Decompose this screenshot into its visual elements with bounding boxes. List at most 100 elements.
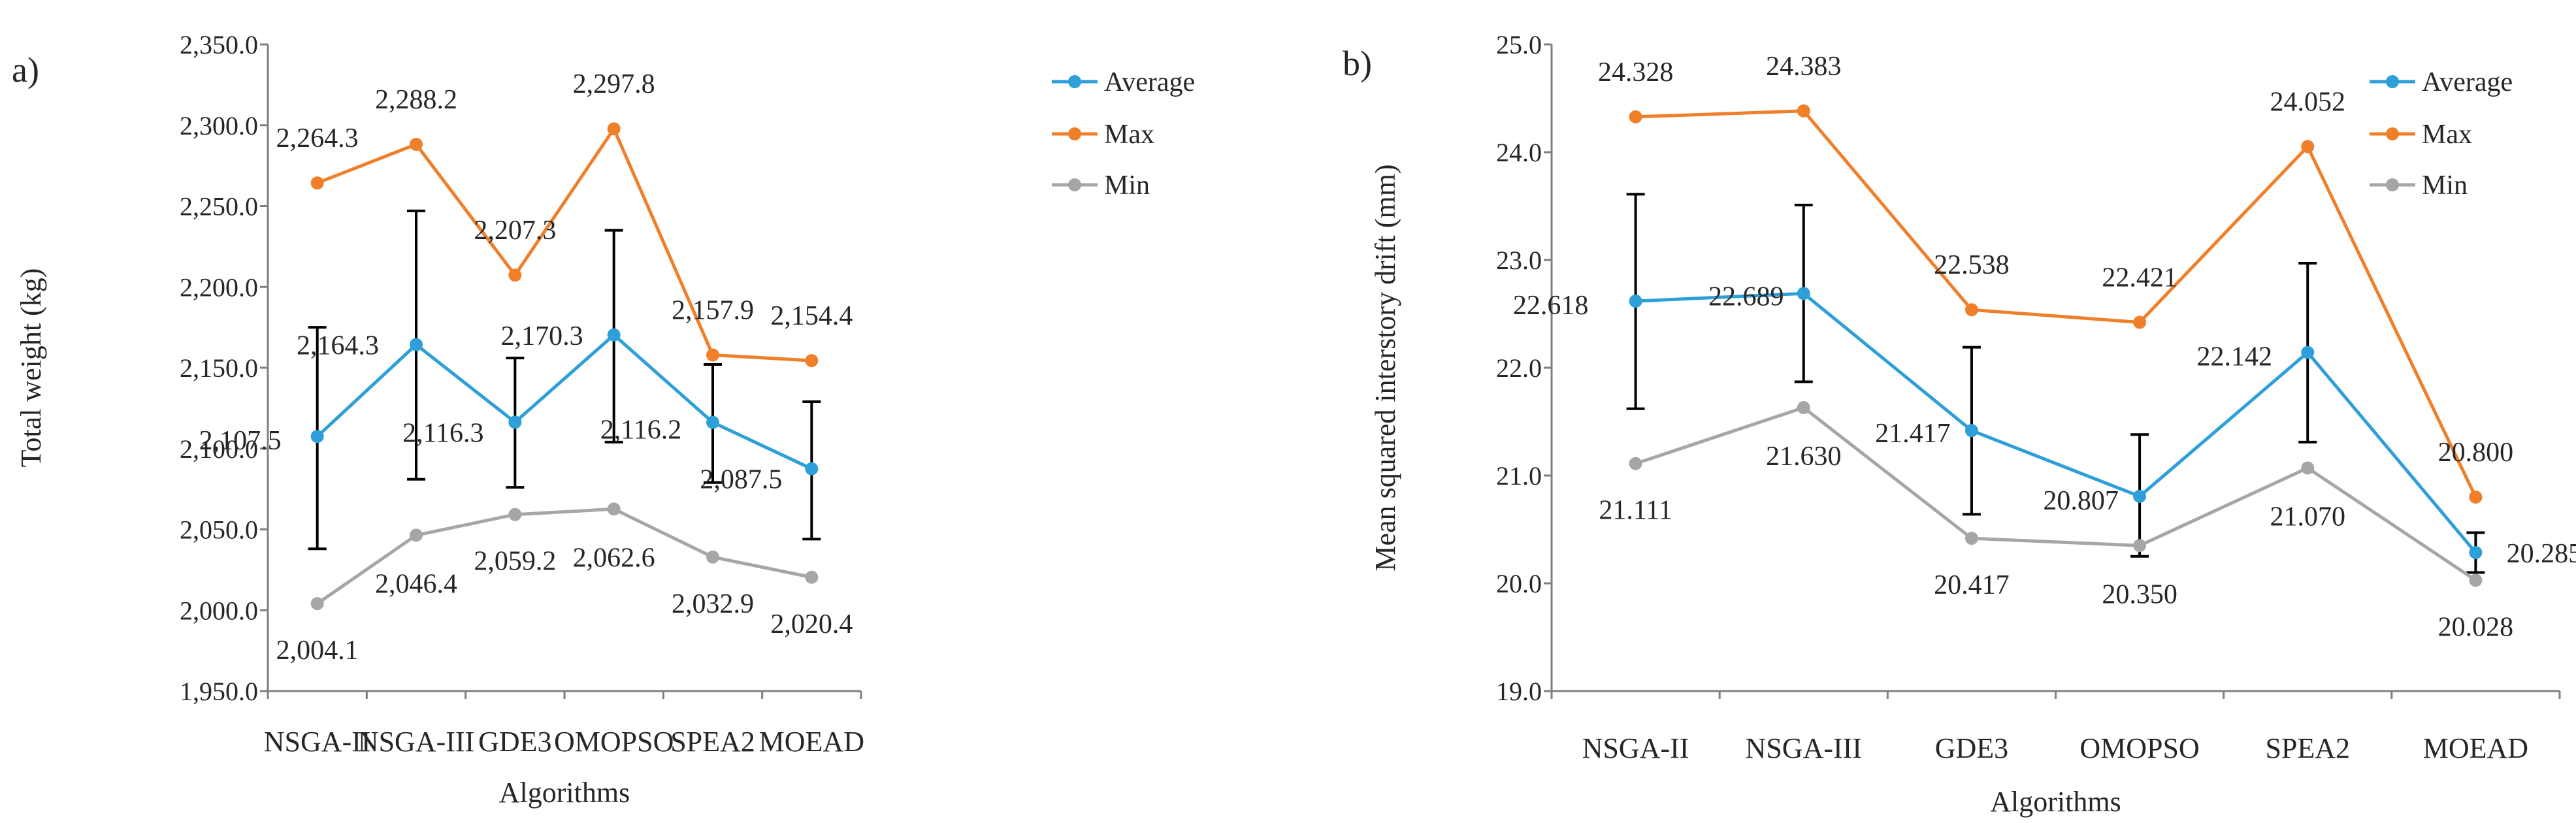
- legend-marker: [1068, 178, 1081, 191]
- data-label-max: 22.421: [2102, 263, 2177, 293]
- data-point-min: [607, 502, 621, 516]
- data-point-min: [1797, 401, 1810, 415]
- data-label-average: 2,107.5: [199, 426, 282, 456]
- x-tick-label: OMOPSO: [554, 726, 674, 758]
- data-point-min: [1965, 532, 1978, 545]
- y-tick-label: 21.0: [1496, 461, 1542, 491]
- data-point-min: [310, 597, 324, 611]
- x-tick-label: OMOPSO: [2079, 732, 2199, 764]
- x-tick-label: NSGA-II: [264, 726, 371, 758]
- data-point-min: [805, 570, 819, 584]
- data-point-min: [706, 550, 719, 564]
- series-line-max: [1635, 109, 2477, 498]
- y-tick-label: 19.0: [1496, 677, 1542, 706]
- data-point-max: [508, 268, 522, 282]
- data-label-max: 2,154.4: [770, 301, 853, 331]
- data-point-min: [410, 528, 423, 542]
- x-tick-label: MOEAD: [759, 726, 864, 758]
- data-point-max: [410, 137, 423, 151]
- legend-label: Average: [2422, 67, 2513, 97]
- data-point-min: [2469, 573, 2483, 587]
- data-label-min: 20.417: [1934, 570, 2010, 600]
- y-tick-label: 2,250.0: [180, 192, 258, 221]
- data-label-min: 2,046.4: [375, 569, 457, 599]
- y-tick-label: 2,150.0: [180, 353, 258, 383]
- legend-label: Max: [2422, 120, 2472, 150]
- panel-label: a): [12, 50, 39, 89]
- data-point-max: [1629, 110, 1642, 123]
- y-tick-label: 2,050.0: [180, 515, 258, 545]
- data-label-average: 20.285: [2507, 539, 2576, 569]
- data-point-average: [2301, 346, 2315, 359]
- data-point-max: [2469, 491, 2483, 504]
- series-line-average: [1635, 291, 2477, 554]
- y-tick-label: 20.0: [1496, 569, 1542, 598]
- chart-panel-b: 19.0 20.0 21.0 22.0 23.0 24.0 25.0 NSGA-II NSGA-…: [1343, 30, 2576, 818]
- legend: Average Max Min: [1052, 67, 1195, 201]
- data-point-min: [2133, 539, 2147, 553]
- data-label-min: 21.111: [1599, 496, 1672, 526]
- data-label-average: 2,087.5: [700, 465, 782, 495]
- y-tick-label: 1,950.0: [180, 677, 258, 706]
- data-label-average: 2,164.3: [297, 331, 379, 361]
- data-point-max: [2301, 140, 2315, 153]
- data-point-average: [607, 328, 621, 342]
- legend-marker: [2386, 127, 2399, 140]
- data-label-max: 24.052: [2270, 87, 2346, 117]
- data-label-min: 2,059.2: [474, 547, 556, 577]
- y-tick-label: 22.0: [1496, 353, 1542, 383]
- data-label-average: 22.142: [2197, 342, 2273, 372]
- data-label-average: 22.689: [1708, 282, 1784, 312]
- data-label-max: 2,207.3: [474, 216, 556, 246]
- series-line-average: [316, 332, 813, 470]
- legend-marker: [1068, 127, 1081, 140]
- chart-panel-a: 1,950.0 2,000.0 2,050.0 2,100.0 2,150.0 2,200…: [12, 30, 1195, 809]
- data-label-min: 2,062.6: [573, 543, 655, 573]
- data-label-max: 2,264.3: [276, 123, 359, 153]
- legend: Average Max Min: [2370, 67, 2513, 201]
- data-label-min: 2,004.1: [276, 636, 359, 666]
- legend-label: Min: [1104, 170, 1150, 201]
- y-tick-label: 23.0: [1496, 246, 1542, 275]
- data-label-average: 2,116.2: [600, 415, 681, 445]
- data-point-average: [1965, 424, 1978, 438]
- data-point-min: [508, 508, 522, 521]
- x-tick-label: MOEAD: [2423, 732, 2528, 764]
- data-point-max: [1965, 303, 1978, 317]
- data-label-max: 24.328: [1598, 57, 1674, 88]
- data-point-max: [310, 176, 324, 190]
- data-label-min: 21.630: [1766, 442, 1842, 472]
- data-point-average: [1797, 287, 1810, 300]
- x-tick-label: SPEA2: [2265, 732, 2350, 764]
- y-tick-label: 2,100.0: [180, 434, 258, 464]
- data-label-max: 24.383: [1766, 52, 1842, 82]
- legend-marker: [2386, 178, 2399, 191]
- series-line-max: [316, 125, 812, 363]
- data-label-average: 22.618: [1513, 291, 1589, 321]
- series-line-min: [316, 507, 812, 605]
- data-label-min: 2,020.4: [770, 609, 853, 639]
- x-axis-title: Algorithms: [499, 777, 630, 809]
- data-point-max: [1797, 104, 1810, 118]
- data-point-average: [805, 462, 819, 476]
- y-tick-label: 2,200.0: [180, 272, 258, 302]
- data-point-average: [1629, 295, 1642, 308]
- data-label-average: 2,170.3: [501, 321, 583, 351]
- y-tick-label: 24.0: [1496, 138, 1542, 167]
- y-axis-title: Total weight (kg): [15, 268, 47, 468]
- x-tick-label: SPEA2: [670, 726, 755, 758]
- data-label-average: 21.417: [1875, 419, 1951, 449]
- series-line-min: [1635, 406, 2477, 582]
- y-tick-label: 2,350.0: [180, 30, 258, 59]
- data-point-min: [2301, 461, 2315, 475]
- data-label-min: 21.070: [2270, 502, 2346, 532]
- y-axis-title: Mean squared interstory drift (mm): [1369, 164, 1401, 571]
- data-label-max: 22.538: [1934, 250, 2010, 280]
- data-label-min: 2,032.9: [672, 589, 754, 619]
- legend-label: Min: [2422, 170, 2468, 201]
- x-tick-label: NSGA-III: [358, 726, 474, 758]
- data-point-average: [410, 338, 423, 351]
- data-label-max: 2,157.9: [672, 295, 754, 325]
- x-tick-label: NSGA-III: [1746, 732, 1862, 764]
- data-label-max: 20.800: [2438, 438, 2514, 468]
